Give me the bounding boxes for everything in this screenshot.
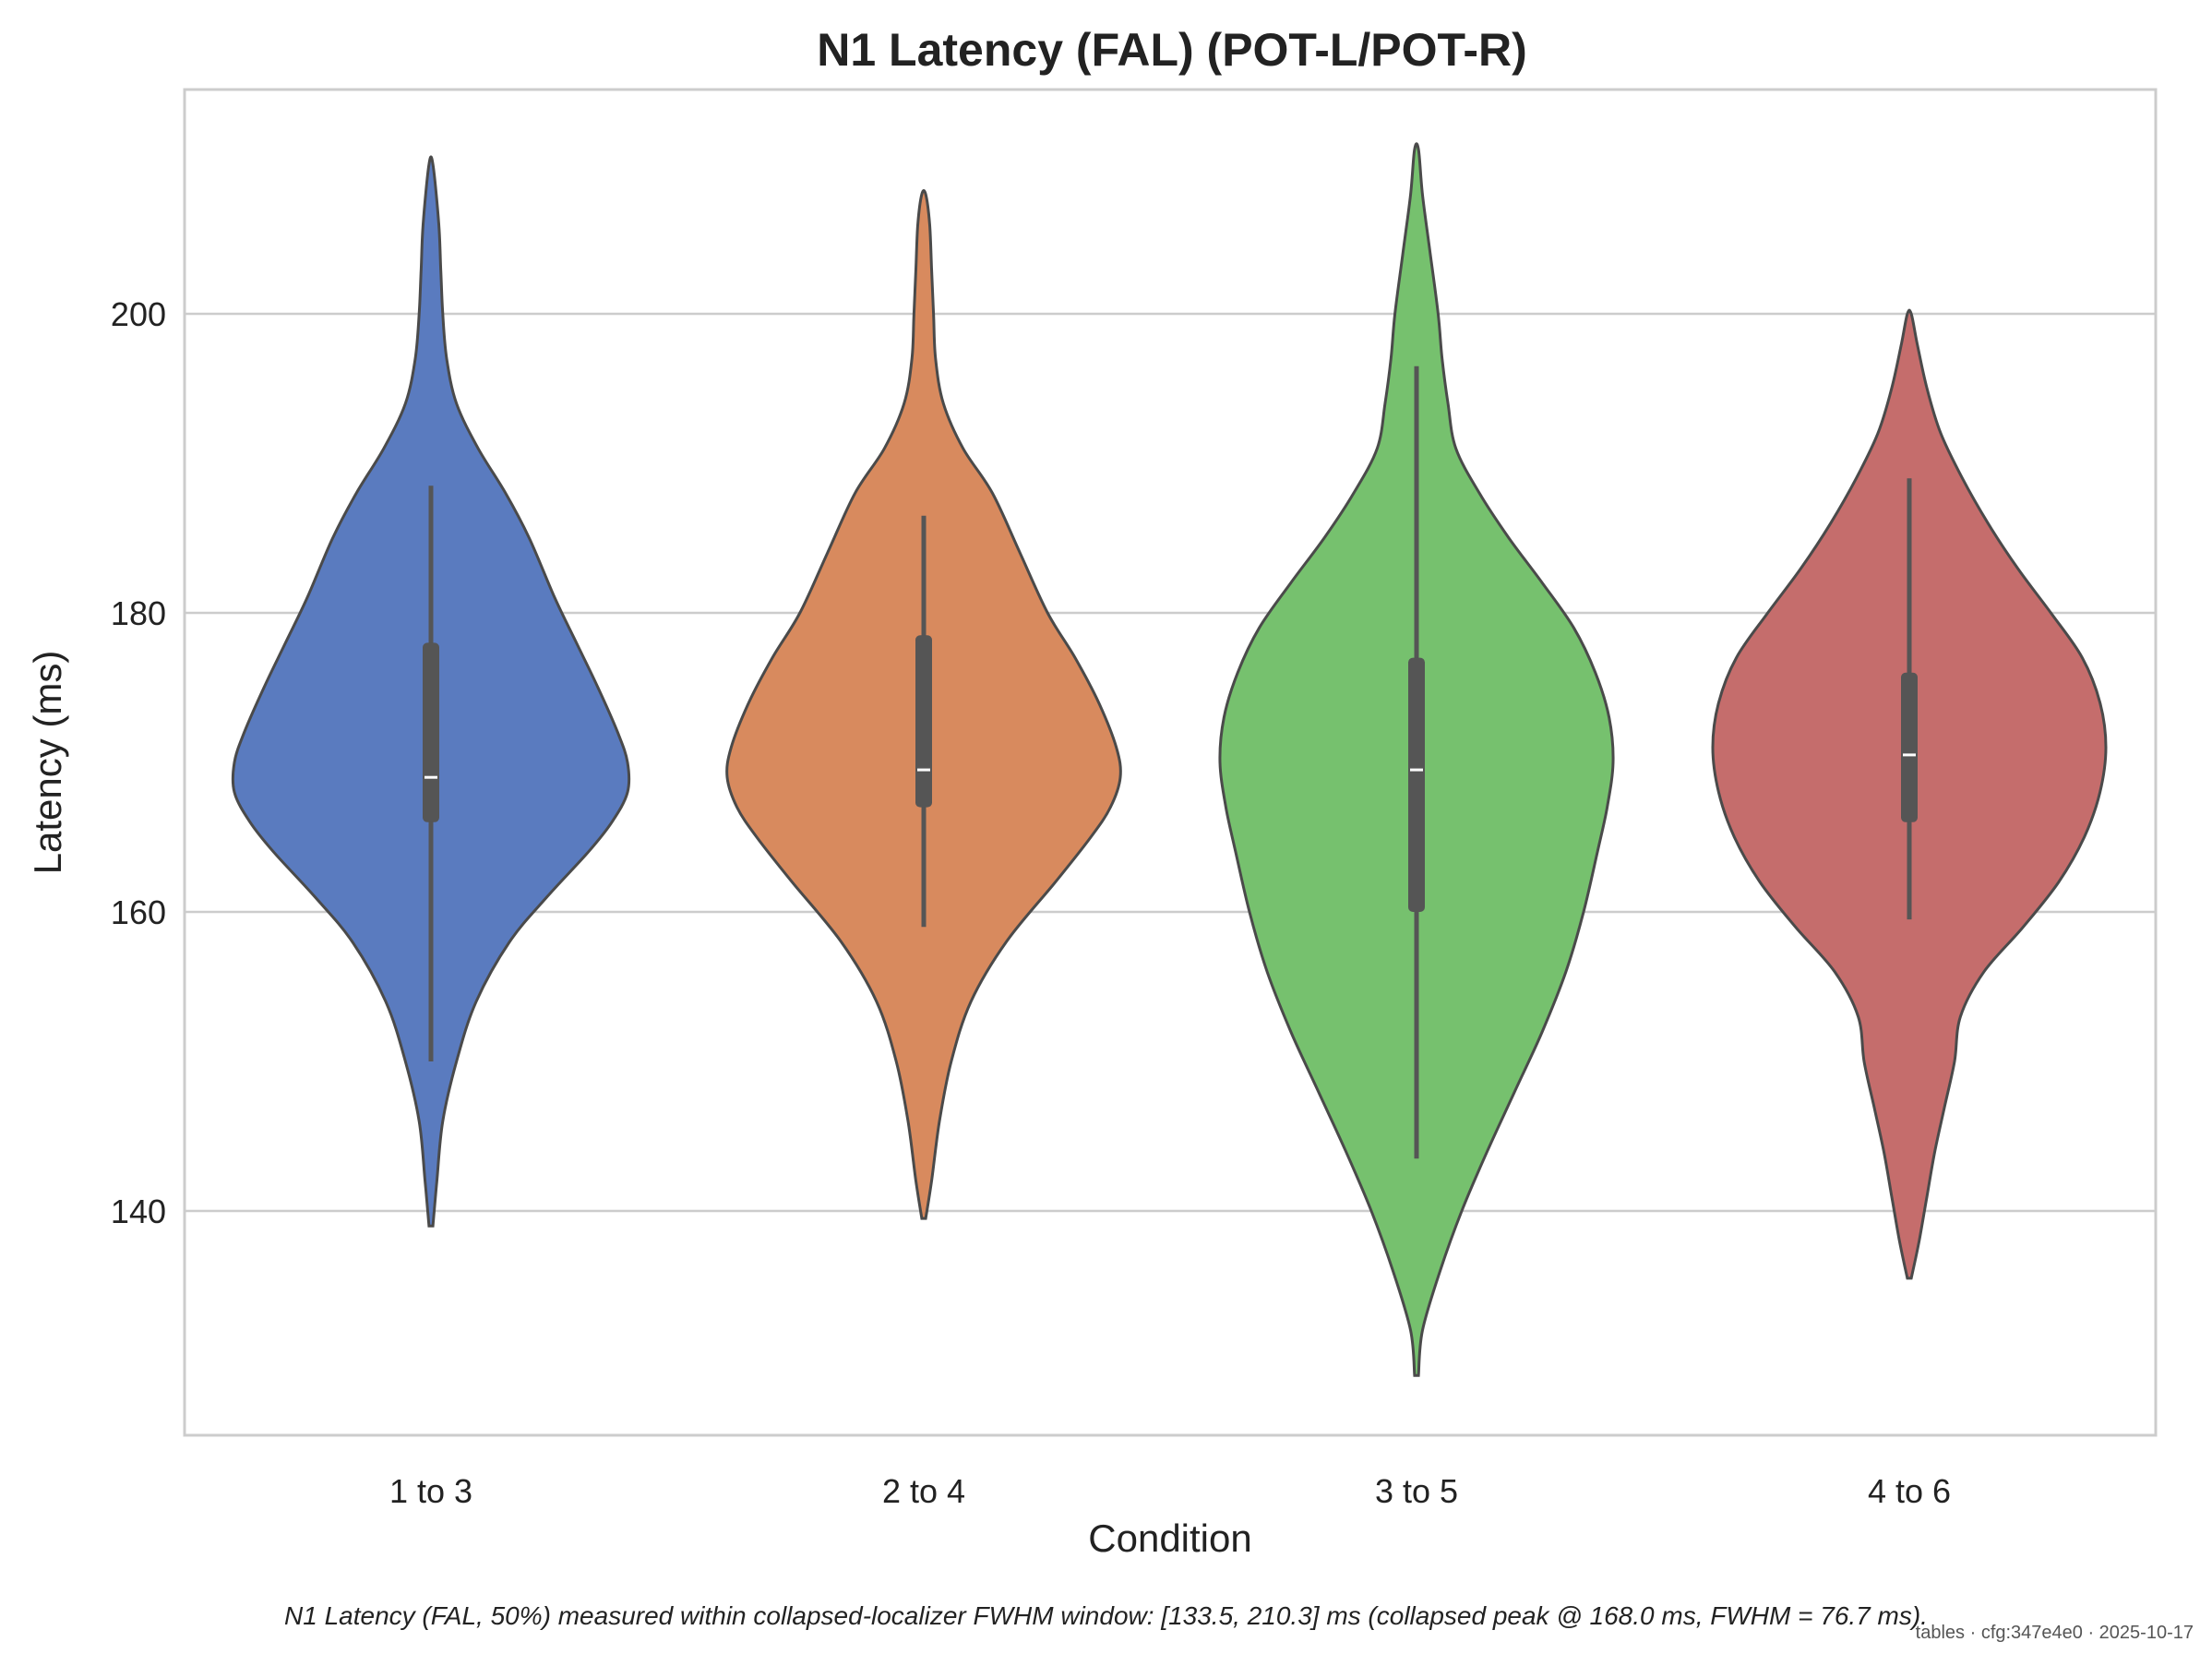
- version-stamp: tables · cfg:347e4e0 · 2025-10-17: [1915, 1623, 2194, 1643]
- y-tick-label: 200: [111, 295, 166, 333]
- violin-iqr-box: [1901, 672, 1918, 822]
- plot-frame: [183, 88, 2158, 1437]
- violin-iqr-box: [1408, 657, 1425, 912]
- x-axis-label: Condition: [1088, 1516, 1251, 1560]
- y-tick-label: 180: [111, 594, 166, 632]
- y-tick-labels: 140 160 180 200: [111, 295, 166, 1230]
- violin-iqr-box: [915, 635, 932, 808]
- y-tick-label: 160: [111, 893, 166, 931]
- y-axis-label: Latency (ms): [26, 651, 69, 875]
- x-tick-label: 3 to 5: [1375, 1472, 1458, 1510]
- chart-title: N1 Latency (FAL) (POT-L/POT-R): [817, 24, 1526, 76]
- violin-iqr-box: [423, 642, 439, 822]
- x-tick-label: 4 to 6: [1868, 1472, 1951, 1510]
- x-tick-label: 2 to 4: [882, 1472, 965, 1510]
- x-tick-labels: 1 to 3 2 to 4 3 to 5 4 to 6: [389, 1472, 1951, 1510]
- x-tick-label: 1 to 3: [389, 1472, 472, 1510]
- violins: [231, 142, 2108, 1377]
- y-tick-label: 140: [111, 1193, 166, 1230]
- footnote: N1 Latency (FAL, 50%) measured within co…: [284, 1601, 1928, 1630]
